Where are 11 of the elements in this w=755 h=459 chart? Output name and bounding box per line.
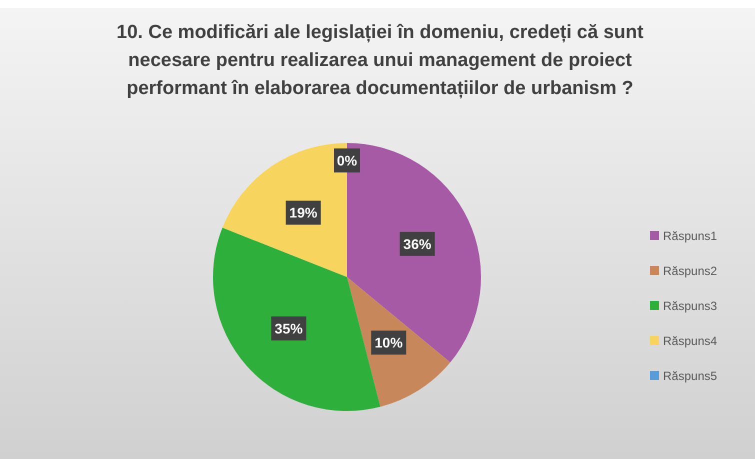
data-label: 35% xyxy=(274,320,304,336)
chart-title: 10. Ce modificări ale legislației în domeniu, credeți că sunt necesare pentru realizarea unui management de proiect performant în elaborarea documentațiilor de urbanism ? xyxy=(116,22,644,99)
legend-label: Răspuns3 xyxy=(663,299,718,313)
data-label: 10% xyxy=(374,334,404,351)
legend-label: Răspuns1 xyxy=(663,229,718,243)
legend-label: Răspuns2 xyxy=(663,264,718,278)
data-label: 19% xyxy=(289,204,318,221)
legend-label: Răspuns4 xyxy=(663,334,718,348)
data-label: 36% xyxy=(403,236,432,252)
text: 0% xyxy=(336,152,358,168)
legend-label: Răspuns5 xyxy=(663,369,718,383)
